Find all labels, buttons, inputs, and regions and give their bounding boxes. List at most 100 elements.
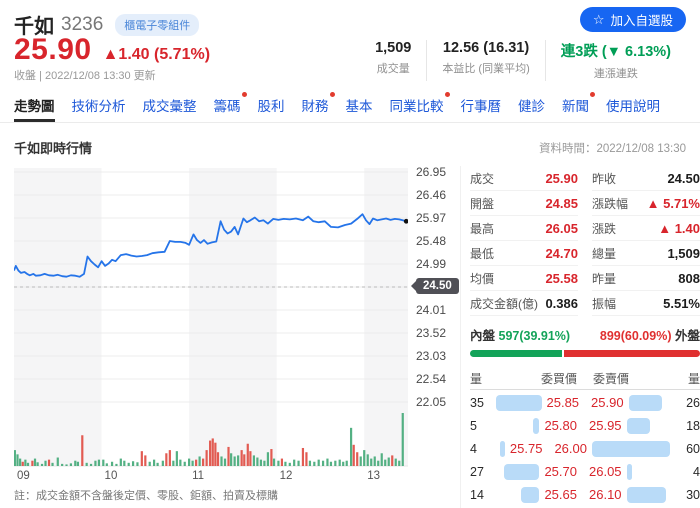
ask-cell: 25.90 xyxy=(591,394,670,411)
ask-price[interactable]: 25.90 xyxy=(591,395,624,410)
bid-cell: 25.70 xyxy=(496,463,577,480)
buy-qty: 5 xyxy=(470,418,477,433)
time-tick: 12 xyxy=(279,470,293,482)
tab-技術分析[interactable]: 技術分析 xyxy=(71,99,126,114)
stat-label: 最低 xyxy=(470,246,495,261)
volume-bar xyxy=(214,442,217,466)
stat-label: 昨收 xyxy=(592,171,617,186)
ask-price[interactable]: 26.05 xyxy=(589,464,622,479)
volume-bar xyxy=(16,454,19,466)
tab-新聞[interactable]: 新聞 xyxy=(562,92,595,122)
ask-price[interactable]: 26.00 xyxy=(554,441,587,456)
volume-bar xyxy=(280,458,284,466)
bid-cell: 25.75 xyxy=(496,440,543,457)
volume-bar xyxy=(127,462,130,466)
chart-footnote: 註：成交金額不含盤後定價、零股、鉅額、拍賣及標購 xyxy=(14,490,278,502)
stock-name: 千如 xyxy=(14,16,54,38)
ask-volume-bar xyxy=(626,486,666,503)
price-tick: 26.95 xyxy=(416,165,447,179)
tab-成交彙整[interactable]: 成交彙整 xyxy=(142,99,197,114)
volume-bar xyxy=(326,458,329,466)
volume-bar xyxy=(345,460,348,466)
prev-close-tag: 24.50 xyxy=(411,278,459,294)
bid-price[interactable]: 25.70 xyxy=(544,464,577,479)
stats-row: 均價 25.58 昨量 808 xyxy=(470,266,700,291)
volume-bar xyxy=(56,457,59,466)
add-watchlist-button[interactable]: ☆ 加入自選股 xyxy=(579,7,686,32)
new-badge-dot xyxy=(590,92,595,97)
stat-漲跌幅: 漲跌幅 ▲ 5.71% xyxy=(592,191,700,216)
volume-bar xyxy=(94,460,97,466)
price-update-note: 收盤 | 2022/12/08 13:30 更新 xyxy=(14,70,156,82)
volume-bar xyxy=(233,456,236,466)
stat-label: 開盤 xyxy=(470,196,495,211)
volume-bar xyxy=(110,461,114,466)
orderbook-header: 量 委買價 委賣價 量 xyxy=(470,368,700,390)
intraday-chart[interactable]: 26.95 26.46 25.97 25.48 24.99 24.01 23.52 23.03… xyxy=(14,165,460,502)
stat-成交金額(億): 成交金額(億) 0.386 xyxy=(470,291,578,316)
volume-bar xyxy=(51,462,54,466)
volume-bar xyxy=(240,450,243,466)
new-badge-dot xyxy=(329,92,335,97)
quick-stat-2: 連3跌 (▼ 6.13%) 連漲連跌 xyxy=(544,40,686,81)
quote-detail-panel: 成交 25.90 昨收 24.50 開盤 24.85 漲跌幅 ▲ 5.71% 最高 26.05 漲跌… xyxy=(460,166,700,508)
volume-bar xyxy=(202,458,205,466)
price-change: ▲1.40 (5.71%) xyxy=(102,46,211,63)
volume-bar xyxy=(188,458,191,466)
tab-同業比較[interactable]: 同業比較 xyxy=(390,92,450,122)
ask-price[interactable]: 25.95 xyxy=(589,418,622,433)
orderbook-row: 35 25.85 25.90 26 xyxy=(470,392,700,413)
new-badge-dot xyxy=(444,92,450,97)
ask-price[interactable]: 26.10 xyxy=(589,487,622,502)
volume-bar xyxy=(237,455,240,466)
volume-bar xyxy=(220,456,223,466)
bid-cell: 25.85 xyxy=(496,394,580,411)
volume-bar xyxy=(21,461,24,466)
inner-lot: 內盤 597(39.91%) xyxy=(470,329,571,343)
volume-bar xyxy=(356,452,359,466)
orderbook-rows: 35 25.85 25.90 26 5 25.80 25.95 18 4 25.75 26.00 60… xyxy=(470,392,700,505)
stats-row: 成交 25.90 昨收 24.50 xyxy=(470,166,700,191)
chart-canvas[interactable] xyxy=(14,168,408,468)
volume-bar xyxy=(352,444,355,466)
stat-label: 均價 xyxy=(470,271,495,286)
volume-bar xyxy=(391,455,394,466)
category-badge[interactable]: 櫃電子零組件 xyxy=(115,13,200,36)
price-tick: 22.54 xyxy=(416,372,447,386)
tab-健診[interactable]: 健診 xyxy=(518,99,545,114)
bid-volume-bar xyxy=(532,417,540,434)
orderbook-row: 14 25.65 26.10 30 xyxy=(470,484,700,505)
volume-bar xyxy=(205,450,208,466)
tab-走勢圖[interactable]: 走勢圖 xyxy=(14,95,55,122)
bid-price[interactable]: 25.65 xyxy=(544,487,577,502)
hour-band xyxy=(364,168,408,466)
tab-使用說明[interactable]: 使用說明 xyxy=(606,99,660,114)
price-axis: 26.95 26.46 25.97 25.48 24.99 24.01 23.52 23.03… xyxy=(412,165,460,468)
volume-bar xyxy=(387,457,390,466)
volume-bar xyxy=(377,460,380,466)
tab-基本[interactable]: 基本 xyxy=(345,99,373,114)
volume-bar xyxy=(14,450,16,466)
price-tick: 26.46 xyxy=(416,188,447,202)
tab-股利[interactable]: 股利 xyxy=(257,99,285,114)
bid-price[interactable]: 25.85 xyxy=(546,395,580,410)
orderbook-row: 27 25.70 26.05 4 xyxy=(470,461,700,482)
bid-cell: 25.65 xyxy=(496,486,577,503)
quick-stat-value: 連3跌 (▼ 6.13%) xyxy=(560,44,671,60)
volume-bar xyxy=(152,459,156,466)
tab-行事曆[interactable]: 行事曆 xyxy=(460,99,502,114)
orderbook-row: 4 25.75 26.00 60 xyxy=(470,438,700,459)
volume-bar xyxy=(223,458,227,466)
volume-bar xyxy=(401,413,404,466)
stat-昨量: 昨量 808 xyxy=(592,266,700,291)
quick-stat-value: 12.56 (16.31) xyxy=(442,40,530,56)
volume-bar xyxy=(334,460,337,466)
outer-bar xyxy=(563,350,700,357)
volume-bar xyxy=(211,438,214,466)
bid-price[interactable]: 25.75 xyxy=(509,441,543,456)
tab-財務[interactable]: 財務 xyxy=(302,92,335,122)
bid-price[interactable]: 25.80 xyxy=(544,418,577,433)
price-tick: 24.99 xyxy=(416,257,447,271)
tab-籌碼[interactable]: 籌碼 xyxy=(214,92,247,122)
volume-bar xyxy=(227,446,230,466)
